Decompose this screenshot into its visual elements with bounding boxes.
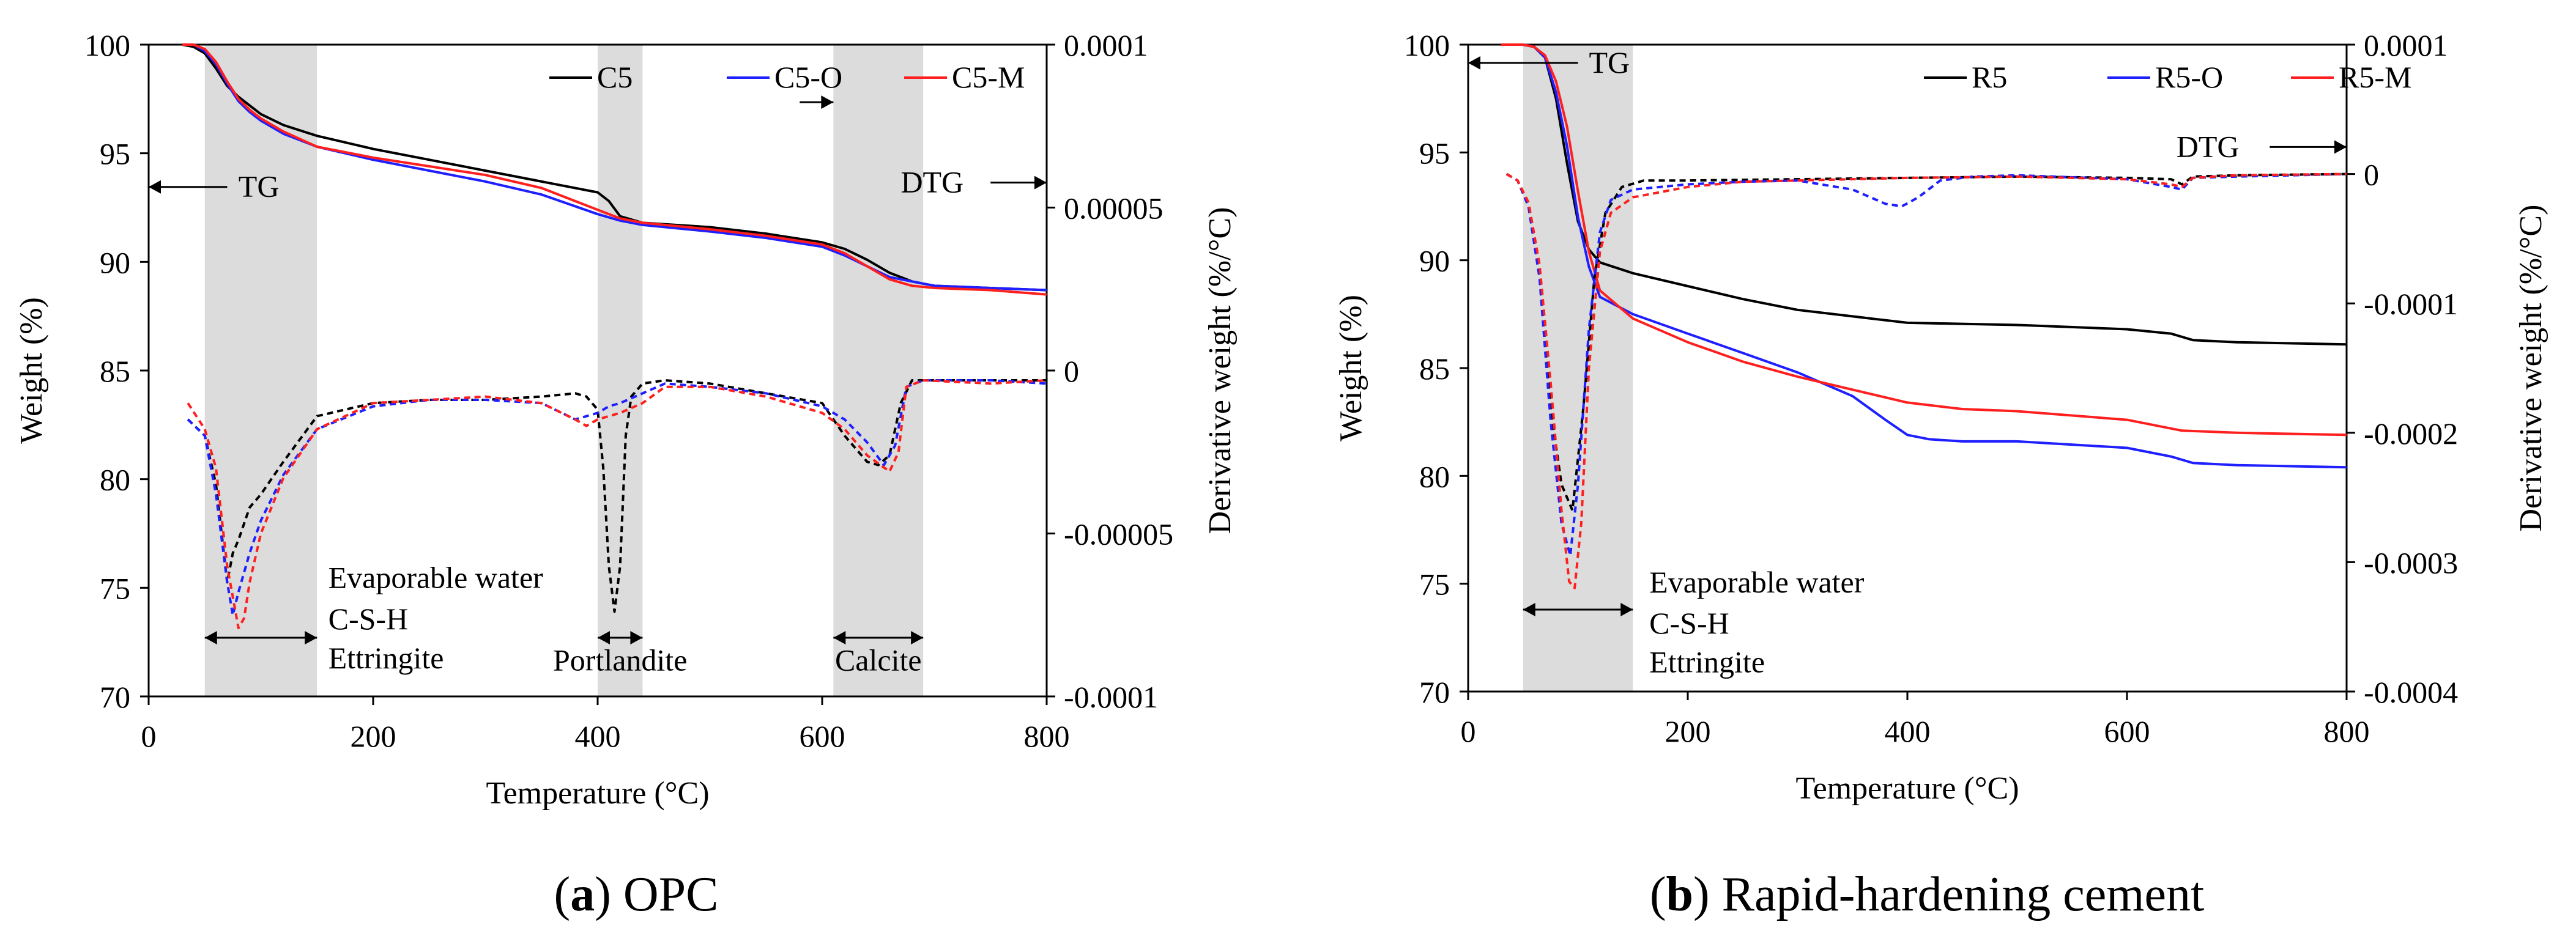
x-tick-label: 0 (141, 719, 157, 753)
y2-tick-label: -0.0003 (2364, 545, 2458, 580)
legend-label: C5-O (774, 60, 842, 94)
range-arrowhead (1523, 602, 1535, 616)
y-tick-label: 90 (1419, 244, 1450, 278)
y2-tick-label: 0 (2364, 158, 2379, 192)
annotation-text: Ettringite (1649, 644, 1765, 679)
shaded-range-1 (598, 45, 643, 696)
annotation-text: C-S-H (328, 602, 409, 636)
y2-tick-label: 0.0001 (2364, 28, 2448, 62)
chart-b: 70 75 80 85 90 95 100 -0.0004 -0.0003 -0.0002 -0.0… (1334, 28, 2548, 806)
y-tick-label: 95 (100, 137, 130, 171)
annotation-text: Ettringite (328, 641, 444, 675)
annotation-text: TG (239, 169, 280, 204)
range-arrowhead (833, 631, 846, 645)
caption-a-label: a (570, 868, 595, 921)
shaded-range-2 (833, 45, 924, 696)
y-tick-label: 90 (100, 245, 130, 279)
caption-b: (b) Rapid-hardening cement (1649, 868, 2205, 921)
legend-label: R5-M (2339, 60, 2411, 94)
series-r5-o (1501, 43, 2347, 469)
range-arrowhead (305, 631, 317, 645)
annotation-text: Evaporable water (1649, 565, 1865, 599)
y2-tick-label: -0.0001 (1064, 680, 1158, 714)
y-tick-label: 70 (1419, 675, 1450, 709)
legend-label: R5-O (2155, 60, 2223, 94)
legend-label: C5 (597, 60, 633, 94)
range-arrowhead (630, 631, 643, 645)
legend-label: C5-M (952, 60, 1025, 94)
series-c5-dtg (187, 379, 1047, 613)
shaded-range-0 (204, 45, 317, 696)
y2-tick-label: 0.0001 (1064, 28, 1148, 62)
annotation-arrowhead (2334, 140, 2347, 154)
y2-tick-label: -0.0001 (2364, 287, 2458, 321)
x-tick-label: 0 (1461, 714, 1476, 748)
y-tick-label: 80 (1419, 459, 1450, 493)
annotation-text: DTG (900, 165, 963, 199)
range-arrowhead (911, 631, 924, 645)
y-tick-label: 100 (84, 28, 130, 62)
x-tick-label: 600 (800, 719, 845, 753)
series-c5-o-dtg (187, 379, 1047, 616)
x-tick-label: 400 (1885, 714, 1931, 748)
series-r5-m (1501, 43, 2347, 437)
range-arrowhead (598, 631, 610, 645)
chart-a: 70 75 80 85 90 95 100 -0.0001 -0.00005 0 0.00005 0.… (14, 28, 1238, 811)
y-axis-title: Weight (%) (1334, 295, 1368, 441)
y-tick-label: 80 (100, 463, 130, 497)
series-c5-m-dtg (187, 379, 1047, 630)
x-tick-label: 400 (575, 719, 621, 753)
caption-a: (a) OPC (554, 868, 719, 921)
annotation-arrowhead (149, 180, 161, 194)
y-tick-label: 85 (100, 354, 130, 388)
caption-b-label: b (1666, 868, 1693, 921)
annotation-text: Calcite (835, 643, 922, 677)
annotation-text: Evaporable water (328, 560, 544, 594)
x-tick-label: 800 (1024, 719, 1070, 753)
caption-b-text: Rapid-hardening cement (1721, 868, 2205, 921)
x-tick-label: 600 (2104, 714, 2150, 748)
y-tick-label: 75 (1419, 567, 1450, 602)
legend-label: R5 (1972, 60, 2007, 94)
y2-axis-title: Derivative weight (%/°C) (2514, 205, 2548, 532)
annotation-text: DTG (2177, 129, 2240, 163)
y2-tick-label: 0.00005 (1064, 191, 1164, 226)
annotation-text: TG (1589, 45, 1630, 79)
annotation-arrowhead (821, 95, 834, 109)
x-axis-title: Temperature (°C) (486, 776, 709, 811)
annotation-text: C-S-H (1649, 606, 1729, 640)
y2-tick-label: -0.00005 (1064, 517, 1173, 552)
series-c5-m (182, 43, 1047, 296)
y-tick-label: 75 (100, 571, 130, 605)
x-tick-label: 200 (351, 719, 396, 753)
caption-a-text: OPC (623, 868, 719, 921)
y2-tick-label: -0.0004 (2364, 675, 2458, 709)
y-tick-label: 95 (1419, 136, 1450, 170)
y-tick-label: 100 (1404, 28, 1450, 62)
x-tick-label: 200 (1665, 714, 1711, 748)
annotation-arrowhead (1034, 175, 1047, 190)
x-axis-title: Temperature (°C) (1795, 771, 2019, 806)
annotation-text: Portlandite (553, 643, 687, 677)
y-axis-title: Weight (%) (14, 297, 49, 444)
y-tick-label: 85 (1419, 352, 1450, 386)
y2-tick-label: 0 (1064, 354, 1079, 388)
series-r5-o-dtg (1505, 172, 2347, 557)
y-tick-label: 70 (100, 680, 130, 714)
x-tick-label: 800 (2324, 714, 2370, 748)
y2-tick-label: -0.0002 (2364, 416, 2458, 451)
range-arrowhead (1620, 602, 1633, 616)
y2-axis-title: Derivative weight (%/°C) (1203, 207, 1238, 534)
range-arrowhead (204, 631, 217, 645)
shaded-range-0 (1523, 45, 1633, 692)
series-r5-m-dtg (1505, 172, 2347, 589)
annotation-arrowhead (1468, 56, 1480, 70)
